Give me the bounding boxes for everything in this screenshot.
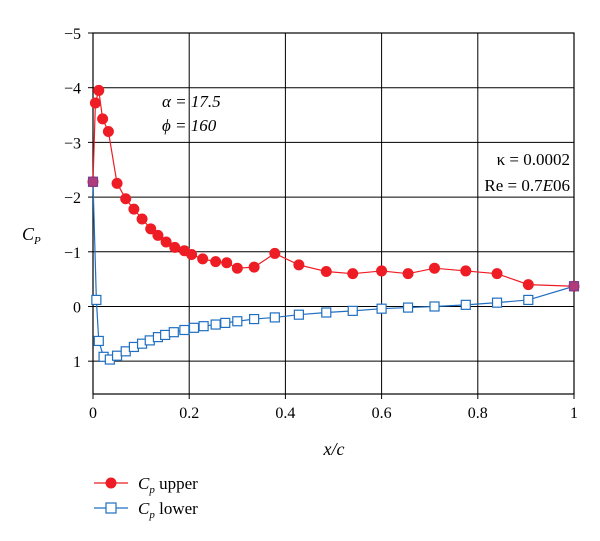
x-tick-label: 0.2 xyxy=(179,405,199,422)
lower-point xyxy=(198,321,209,332)
lower-point xyxy=(249,313,260,325)
legend-lower-marker xyxy=(105,502,117,514)
y-tick-label: 1 xyxy=(73,354,81,371)
legend-upper-symbol: C xyxy=(138,474,150,493)
upper-point xyxy=(152,229,164,241)
upper-point xyxy=(522,279,534,291)
upper-point xyxy=(269,247,281,259)
upper-point xyxy=(97,113,109,125)
upper-point xyxy=(89,97,101,109)
lower-point xyxy=(376,303,387,314)
lower-point xyxy=(269,312,280,323)
upper-point xyxy=(320,265,332,277)
y-tick-label: −1 xyxy=(64,245,81,262)
lower-point xyxy=(210,319,221,330)
upper-point xyxy=(402,268,414,280)
upper-point xyxy=(460,265,472,277)
x-tick-label: 0.8 xyxy=(468,405,488,422)
re-prefix: Re = 0.7 xyxy=(484,176,543,195)
lower-point xyxy=(460,299,471,310)
legend-upper-label: Cp upper xyxy=(138,474,198,496)
y-tick-label: −2 xyxy=(64,190,81,207)
legend-lower-label: Cp lower xyxy=(138,499,198,521)
upper-point xyxy=(429,262,441,274)
upper-point xyxy=(145,223,157,235)
x-tick-label: 0.4 xyxy=(275,405,295,422)
upper-point xyxy=(186,249,198,261)
shared-endpoint xyxy=(569,281,579,292)
lower-point xyxy=(188,322,200,333)
legend: Cp upper Cp lower xyxy=(94,474,198,521)
upper-point xyxy=(248,261,260,273)
lower-point xyxy=(402,302,414,313)
re-suffix: 06 xyxy=(553,176,570,195)
upper-point xyxy=(376,265,388,277)
phi-annotation: ϕ = 160 xyxy=(162,116,217,135)
legend-item-lower: Cp lower xyxy=(94,499,198,521)
lower-point xyxy=(220,317,231,328)
upper-point xyxy=(293,259,305,271)
series-markers xyxy=(87,84,580,365)
x-tick-label: 0.6 xyxy=(372,405,392,422)
y-tick-label: −5 xyxy=(64,26,81,43)
lower-point xyxy=(168,327,179,338)
y-ticks: −5 −4 −3 −2 −1 0 1 xyxy=(64,26,93,371)
lower-point xyxy=(321,307,332,318)
lower-point xyxy=(91,294,102,306)
upper-point xyxy=(111,177,123,189)
y-tick-label: −3 xyxy=(64,135,81,152)
y-tick-label: 0 xyxy=(73,299,81,316)
shared-endpoint xyxy=(88,176,98,187)
alpha-annotation: α = 17.5 xyxy=(162,92,221,111)
x-tick-label: 0 xyxy=(89,405,97,422)
lower-point xyxy=(160,329,171,341)
y-axis-subscript: P xyxy=(33,235,41,247)
upper-point xyxy=(136,213,148,225)
upper-point xyxy=(221,257,233,269)
upper-point xyxy=(160,236,172,248)
lower-point xyxy=(232,316,243,327)
lower-point xyxy=(429,301,440,312)
y-axis-symbol: C xyxy=(22,224,35,244)
y-tick-label: −4 xyxy=(64,81,81,98)
re-italic: E xyxy=(542,176,554,195)
upper-point xyxy=(93,84,105,96)
upper-point xyxy=(491,268,503,280)
lower-point xyxy=(491,297,503,308)
legend-lower-sub: p xyxy=(148,509,155,521)
legend-lower-rest: lower xyxy=(155,499,198,518)
re-annotation: Re = 0.7E06 xyxy=(484,176,570,195)
upper-point xyxy=(347,268,359,280)
lower-point xyxy=(347,305,358,316)
lower-point xyxy=(111,350,123,361)
y-axis-label: CP xyxy=(22,224,41,247)
x-ticks: 0 0.2 0.4 0.6 0.8 1 xyxy=(89,394,578,422)
upper-point xyxy=(128,203,140,215)
upper-point xyxy=(120,193,132,205)
upper-point xyxy=(102,125,114,137)
legend-upper-rest: upper xyxy=(155,474,198,493)
legend-upper-marker xyxy=(105,477,117,489)
lower-point xyxy=(523,294,534,306)
legend-item-upper: Cp upper xyxy=(94,474,198,496)
upper-point xyxy=(197,253,209,265)
x-tick-label: 1 xyxy=(570,405,578,422)
lower-point xyxy=(293,309,304,320)
upper-point xyxy=(210,256,222,268)
lower-point xyxy=(93,335,104,347)
upper-point xyxy=(169,241,181,253)
legend-upper-sub: p xyxy=(148,484,155,496)
lower-point xyxy=(179,324,190,336)
upper-point xyxy=(231,262,243,274)
legend-lower-symbol: C xyxy=(138,499,150,518)
x-axis-label: x/c xyxy=(323,439,345,459)
kappa-annotation: κ = 0.0002 xyxy=(497,150,570,169)
